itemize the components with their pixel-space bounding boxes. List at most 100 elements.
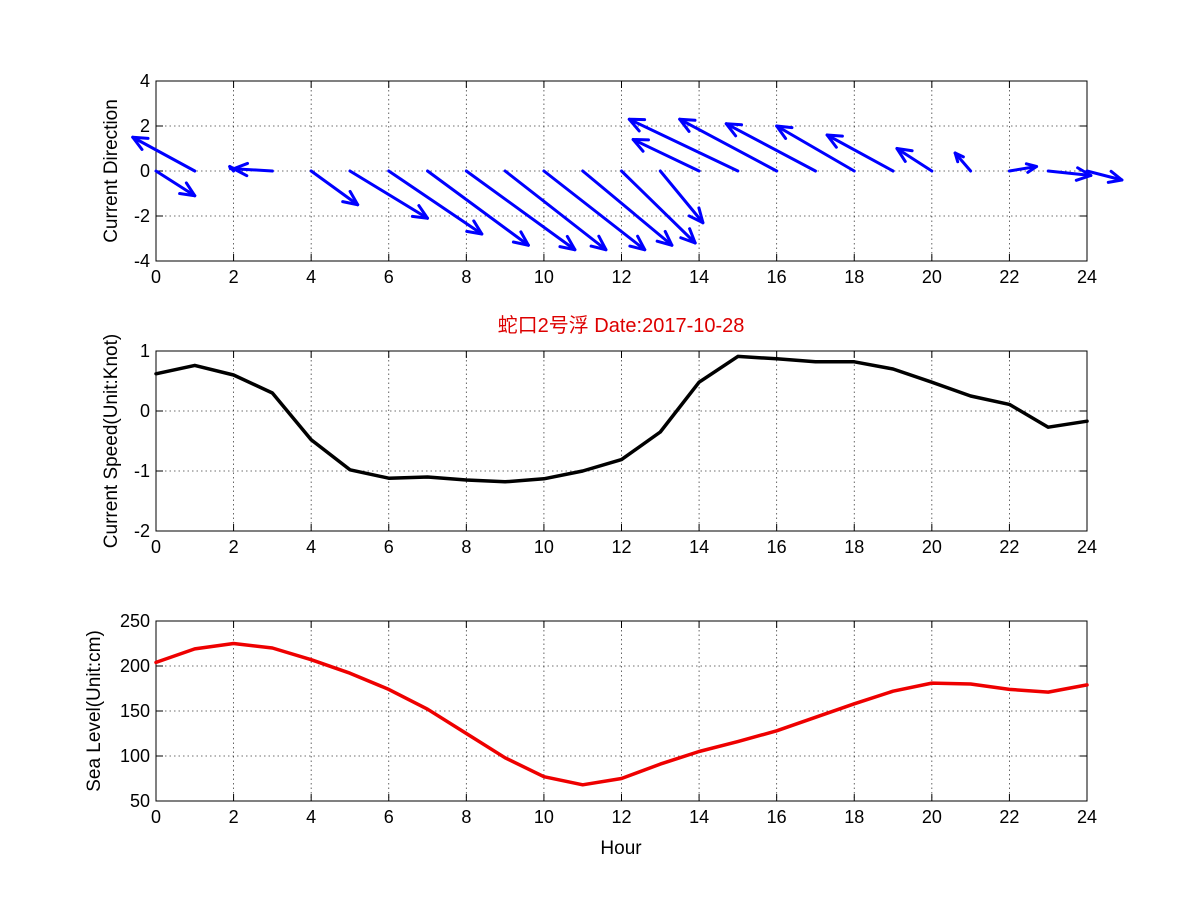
- sealevel-ticks: [155, 620, 1088, 802]
- sealevel-ylabel: Sea Level(Unit:cm): [84, 630, 105, 792]
- y-tick-label: 1: [140, 341, 150, 361]
- x-tick-label: 10: [534, 537, 554, 557]
- speed-tick-labels: 0 2 4 6 8 10 12 14 16 18 20 22 24-2-101: [134, 341, 1097, 557]
- x-tick-label: 16: [767, 267, 787, 287]
- x-tick-label: 2: [229, 807, 239, 827]
- current-arrow: [1085, 169, 1124, 184]
- y-tick-label: 2: [140, 116, 150, 136]
- y-tick-label: 150: [120, 701, 150, 721]
- x-tick-label: 2: [229, 267, 239, 287]
- current-arrow: [631, 138, 701, 173]
- y-tick-label: -4: [134, 251, 150, 271]
- x-tick-label: 4: [306, 267, 316, 287]
- x-tick-label: 6: [384, 267, 394, 287]
- x-tick-label: 8: [461, 807, 471, 827]
- current-arrow: [627, 117, 740, 173]
- x-tick-label: 10: [534, 807, 554, 827]
- x-tick-label: 24: [1077, 267, 1097, 287]
- current-arrow: [154, 169, 197, 198]
- y-tick-label: 50: [130, 791, 150, 811]
- x-tick-label: 22: [999, 267, 1019, 287]
- y-tick-label: 200: [120, 656, 150, 676]
- current-arrow: [895, 147, 934, 173]
- current-arrow: [542, 169, 647, 252]
- current-arrow: [953, 151, 973, 173]
- direction-arrows: [131, 117, 1124, 252]
- speed-grid: [156, 351, 1087, 531]
- x-tick-label: 20: [922, 807, 942, 827]
- x-tick-label: 22: [999, 537, 1019, 557]
- x-tick-label: 24: [1077, 807, 1097, 827]
- x-tick-label: 8: [461, 267, 471, 287]
- current-arrow: [426, 169, 530, 247]
- current-arrow: [387, 169, 484, 236]
- current-arrow: [131, 135, 197, 173]
- x-tick-label: 18: [844, 267, 864, 287]
- y-tick-label: -2: [134, 521, 150, 541]
- direction-ylabel: Current Direction: [101, 99, 122, 243]
- x-tick-label: 0: [151, 537, 161, 557]
- y-tick-label: -1: [134, 461, 150, 481]
- current-arrow: [1007, 162, 1039, 174]
- y-tick-label: -2: [134, 206, 150, 226]
- current-arrow: [228, 165, 236, 173]
- current-arrow: [678, 117, 779, 173]
- current-arrow: [620, 169, 697, 245]
- x-tick-label: 18: [844, 537, 864, 557]
- speed-ylabel: Current Speed(Unit:Knot): [101, 334, 122, 548]
- x-tick-label: 2: [229, 537, 239, 557]
- x-tick-label: 20: [922, 537, 942, 557]
- current-arrow: [503, 169, 608, 252]
- sealevel-xlabel: Hour: [600, 838, 642, 859]
- x-tick-label: 18: [844, 807, 864, 827]
- sealevel-grid: [156, 621, 1087, 801]
- x-tick-label: 12: [611, 267, 631, 287]
- current-arrow: [581, 169, 674, 247]
- current-arrow: [775, 124, 856, 173]
- current-arrow: [1046, 166, 1093, 182]
- x-tick-label: 12: [611, 537, 631, 557]
- x-tick-label: 16: [767, 807, 787, 827]
- y-tick-label: 0: [140, 161, 150, 181]
- current-arrow: [309, 169, 360, 207]
- x-tick-label: 12: [611, 807, 631, 827]
- x-tick-label: 22: [999, 807, 1019, 827]
- current-arrow: [724, 122, 817, 173]
- x-tick-label: 20: [922, 267, 942, 287]
- current-arrow: [464, 169, 577, 252]
- y-tick-label: 4: [140, 71, 150, 91]
- current-arrow: [658, 169, 705, 225]
- y-tick-label: 250: [120, 611, 150, 631]
- sealevel-line-layer: [154, 641, 1089, 787]
- current-speed-line: [154, 354, 1089, 484]
- current-arrow: [825, 133, 895, 173]
- x-tick-label: 0: [151, 267, 161, 287]
- x-tick-label: 4: [306, 537, 316, 557]
- x-tick-label: 0: [151, 807, 161, 827]
- x-tick-label: 10: [534, 267, 554, 287]
- x-tick-label: 16: [767, 537, 787, 557]
- current-arrow: [348, 169, 430, 220]
- direction-ticks: [155, 80, 1088, 262]
- x-tick-label: 14: [689, 267, 709, 287]
- x-tick-label: 6: [384, 807, 394, 827]
- y-tick-label: 0: [140, 401, 150, 421]
- x-tick-label: 8: [461, 537, 471, 557]
- sea-level-line: [154, 641, 1089, 787]
- x-tick-label: 14: [689, 807, 709, 827]
- x-tick-label: 14: [689, 537, 709, 557]
- figure-title: 蛇口2号浮 Date:2017-10-28: [498, 314, 745, 337]
- x-tick-label: 6: [384, 537, 394, 557]
- speed-panel: 0 2 4 6 8 10 12 14 16 18 20 22 24-2-101 Current Spee…: [101, 334, 1097, 557]
- speed-ticks: [155, 350, 1088, 532]
- speed-line-layer: [154, 354, 1089, 484]
- x-tick-label: 24: [1077, 537, 1097, 557]
- y-tick-label: 100: [120, 746, 150, 766]
- current-arrow: [232, 161, 274, 178]
- x-tick-label: 4: [306, 807, 316, 827]
